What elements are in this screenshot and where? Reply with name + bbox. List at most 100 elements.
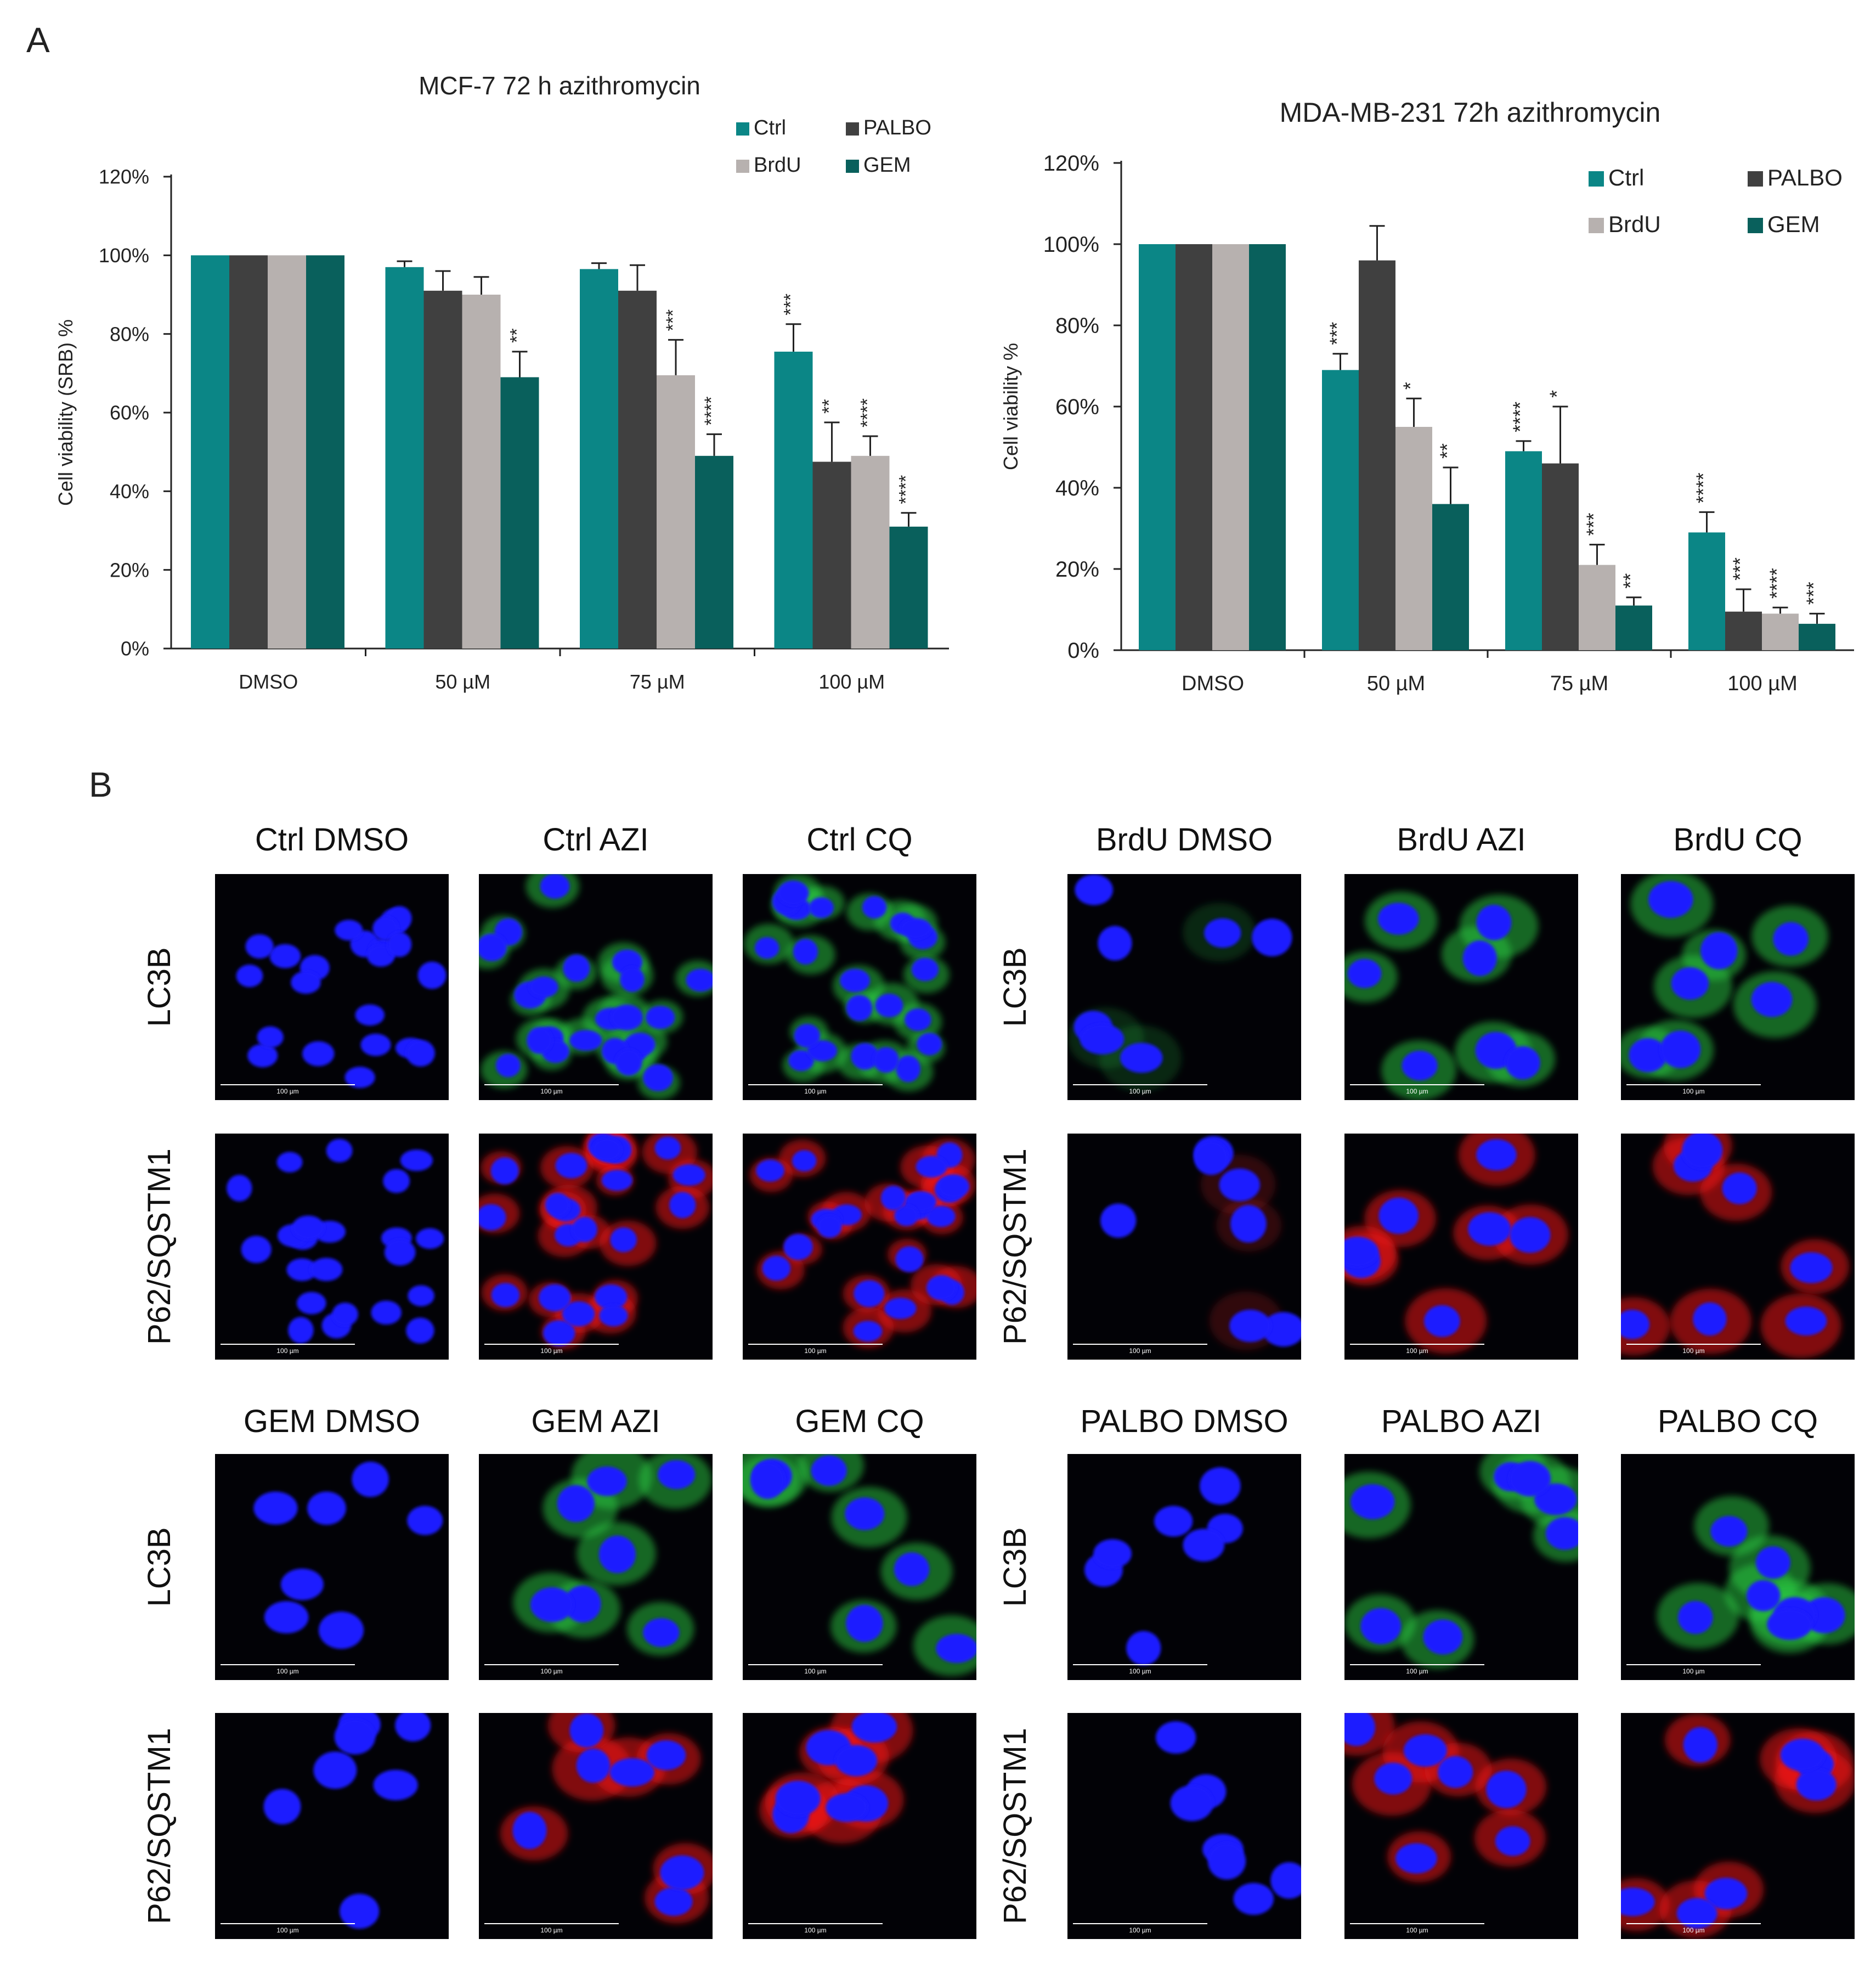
scale-bar-label: 100 µm <box>1682 1926 1704 1934</box>
nucleus <box>1252 918 1292 957</box>
significance-marker: **** <box>1509 402 1532 432</box>
nucleus <box>875 993 903 1018</box>
micrograph-background <box>215 1713 449 1939</box>
bar-gem <box>500 377 539 649</box>
micrograph-image: 100 µm <box>743 1454 976 1680</box>
legend-label: PALBO <box>1767 165 1843 190</box>
bar-ctrl <box>1139 244 1176 650</box>
nucleus <box>916 1156 947 1178</box>
nucleus <box>1219 1168 1261 1202</box>
nucleus <box>572 1216 597 1242</box>
significance-marker: * <box>1546 390 1568 398</box>
micrograph-image: 100 µm <box>215 1134 449 1360</box>
nucleus <box>1785 1306 1827 1335</box>
scale-bar-label: 100 µm <box>276 1926 298 1934</box>
nucleus <box>543 1320 575 1346</box>
micrograph-column-title: GEM CQ <box>795 1404 924 1439</box>
bar-chart-1: MCF-7 72 h azithromycin Cell viability (S… <box>54 71 949 693</box>
nucleus <box>1683 1727 1717 1763</box>
nucleus <box>563 954 590 982</box>
nucleus <box>227 1175 252 1202</box>
nucleus <box>610 1227 637 1253</box>
nucleus <box>611 1004 643 1030</box>
nucleus <box>366 944 395 967</box>
nucleus <box>318 1611 364 1649</box>
legend-label: Ctrl <box>1608 165 1644 190</box>
legend-label: GEM <box>863 154 911 177</box>
nucleus <box>1075 874 1114 905</box>
nucleus <box>355 1004 385 1026</box>
nucleus <box>853 1321 883 1342</box>
significance-marker: *** <box>1729 557 1751 580</box>
nucleus <box>793 939 818 965</box>
micrograph-image: 100 µm <box>1067 1713 1301 1939</box>
significance-marker: ** <box>819 399 840 413</box>
scale-bar-label: 100 µm <box>1129 1347 1151 1355</box>
y-tick-label: 80% <box>1055 314 1099 338</box>
scale-bar-label: 100 µm <box>1129 1667 1151 1675</box>
bar-palbo <box>1725 611 1762 650</box>
significance-marker: **** <box>701 396 722 425</box>
bar-brdu <box>1762 613 1799 650</box>
nucleus <box>657 1460 696 1489</box>
micrograph-image: 100 µm <box>743 1713 976 1939</box>
nucleus <box>313 1751 357 1789</box>
nucleus <box>686 968 713 992</box>
nucleus <box>1100 1203 1137 1238</box>
micrograph-row-label: P62/SQSTM1 <box>997 1148 1033 1345</box>
nucleus <box>1378 1197 1419 1234</box>
bar-brdu <box>657 375 695 649</box>
nucleus <box>1424 1305 1460 1337</box>
bar-palbo <box>1542 463 1579 650</box>
bar-gem <box>1615 605 1652 650</box>
nucleus <box>286 1258 318 1281</box>
nucleus <box>1671 967 1709 1000</box>
micrograph-content <box>479 874 713 1100</box>
micrograph-image: 100 µm <box>1344 1454 1578 1680</box>
nucleus <box>598 1535 636 1574</box>
nucleus <box>371 1300 402 1325</box>
nucleus <box>352 1461 389 1497</box>
micrograph-content <box>253 1461 443 1649</box>
nucleus <box>809 897 834 918</box>
nucleus <box>383 1169 410 1193</box>
nucleus <box>906 1191 937 1212</box>
micrograph-content <box>1621 1714 1855 1938</box>
micrograph-image: 100 µm <box>215 1454 449 1680</box>
nucleus <box>1534 1483 1577 1515</box>
significance-marker: **** <box>857 398 878 427</box>
micrograph-content <box>743 874 950 1091</box>
nucleus <box>302 1041 335 1067</box>
micrograph-column-title: Ctrl DMSO <box>255 822 409 858</box>
micrograph-column-title: PALBO DMSO <box>1080 1404 1288 1439</box>
nucleus <box>1508 1461 1551 1497</box>
nucleus <box>654 1887 693 1916</box>
bar-brdu <box>1212 244 1249 650</box>
panel-label-a: A <box>26 20 50 60</box>
chart-title: MCF-7 72 h azithromycin <box>419 71 700 100</box>
bar-gem <box>306 255 344 649</box>
y-tick-label: 0% <box>121 638 149 660</box>
micrograph-image: 100 µm <box>479 1134 713 1360</box>
significance-marker: **** <box>1766 568 1788 599</box>
nucleus <box>646 1740 686 1771</box>
bar-gem <box>1799 623 1835 650</box>
bar-gem <box>695 455 733 649</box>
significance-marker: **** <box>896 475 917 504</box>
bar-charts: MCF-7 72 h azithromycin Cell viability (S… <box>54 71 1854 695</box>
nucleus <box>1767 1608 1812 1640</box>
nucleus <box>851 1713 897 1743</box>
chart-title: MDA-MB-231 72h azithromycin <box>1280 97 1661 128</box>
legend-label: BrdU <box>1608 211 1661 237</box>
nucleus <box>247 1044 278 1068</box>
nucleus <box>646 1006 675 1029</box>
nucleus <box>643 1064 673 1091</box>
significance-marker: ** <box>507 328 528 342</box>
micrograph-group-3: GEM DMSO GEM AZI GEM CQ LC3B 100 µm 100 µm 100… <box>142 1404 976 1939</box>
micrograph-content <box>479 1134 713 1350</box>
micrograph-column-title: GEM AZI <box>531 1404 660 1439</box>
micrograph-image: 100 µm <box>743 874 976 1100</box>
nucleus <box>257 1026 284 1048</box>
micrograph-grid: Ctrl DMSO Ctrl AZI Ctrl CQ LC3B 100 µm 100 µm… <box>142 822 1855 1939</box>
nucleus <box>407 1506 443 1535</box>
